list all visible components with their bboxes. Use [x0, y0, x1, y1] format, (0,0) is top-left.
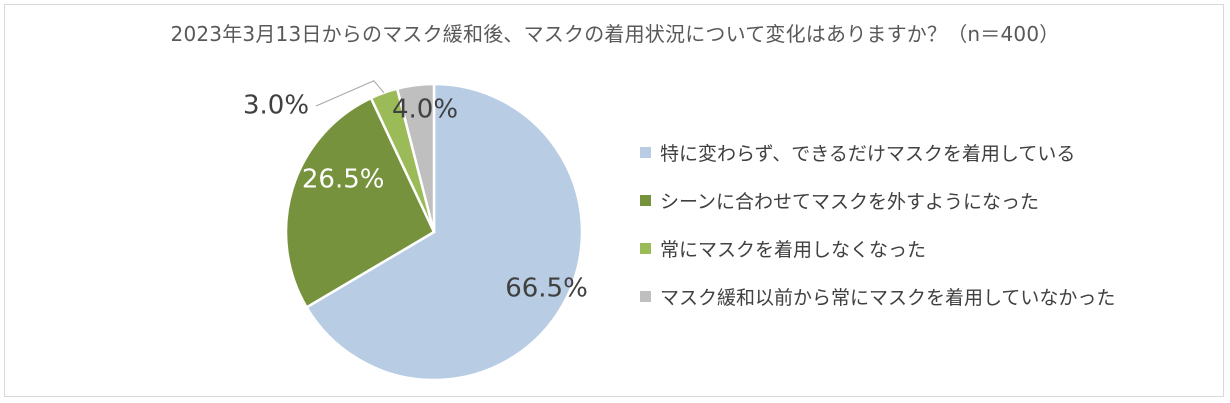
pie-slice-1 [304, 82, 584, 382]
chart-title: 2023年3月13日からのマスク緩和後、マスクの着用状況について変化はありますか… [170, 22, 1060, 46]
chart-frame [4, 4, 1224, 397]
legend-label: マスク緩和以前から常にマスクを着用していなかった [660, 286, 1116, 309]
legend-label: 常にマスクを着用しなくなった [660, 238, 927, 261]
data-label-4: 4.0% [392, 95, 458, 125]
leader-line-3 [315, 80, 385, 107]
legend-item-4: マスク緩和以前から常にマスクを着用していなかった [640, 282, 1115, 310]
legend-item-2: シーンに合わせてマスクを外すようになった [640, 186, 1115, 214]
legend-swatch [640, 146, 651, 158]
pie-slice-4 [395, 82, 436, 233]
legend-label: 特に変わらず、できるだけマスクを着用している [660, 142, 1076, 165]
data-label-1: 66.5% [505, 274, 588, 304]
leader-lines [315, 80, 385, 107]
legend-label: シーンに合わせてマスクを外すようになった [660, 190, 1040, 213]
pie-slice-2 [284, 96, 436, 310]
data-label-2: 26.5% [302, 165, 385, 195]
legend: 特に変わらず、できるだけマスクを着用している シーンに合わせてマスクを外すようにな… [640, 138, 1115, 330]
legend-swatch [640, 290, 651, 302]
pie-slices [284, 82, 584, 382]
data-labels: 66.5% 26.5% 3.0% 4.0% [243, 91, 588, 304]
legend-item-1: 特に変わらず、できるだけマスクを着用している [640, 138, 1115, 166]
legend-swatch [640, 194, 651, 206]
legend-swatch [640, 242, 651, 254]
data-label-3: 3.0% [243, 91, 309, 121]
legend-item-3: 常にマスクを着用しなくなった [640, 234, 1115, 262]
